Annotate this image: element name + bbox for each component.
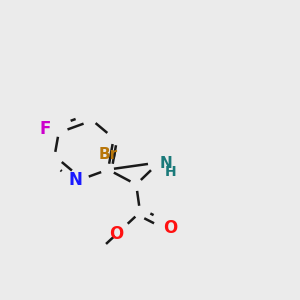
Text: O: O [110, 225, 124, 243]
Text: N: N [69, 171, 83, 189]
Text: H: H [164, 165, 176, 179]
Text: F: F [40, 120, 51, 138]
Text: N: N [160, 156, 173, 171]
Text: O: O [163, 219, 178, 237]
Text: Br: Br [98, 147, 118, 162]
